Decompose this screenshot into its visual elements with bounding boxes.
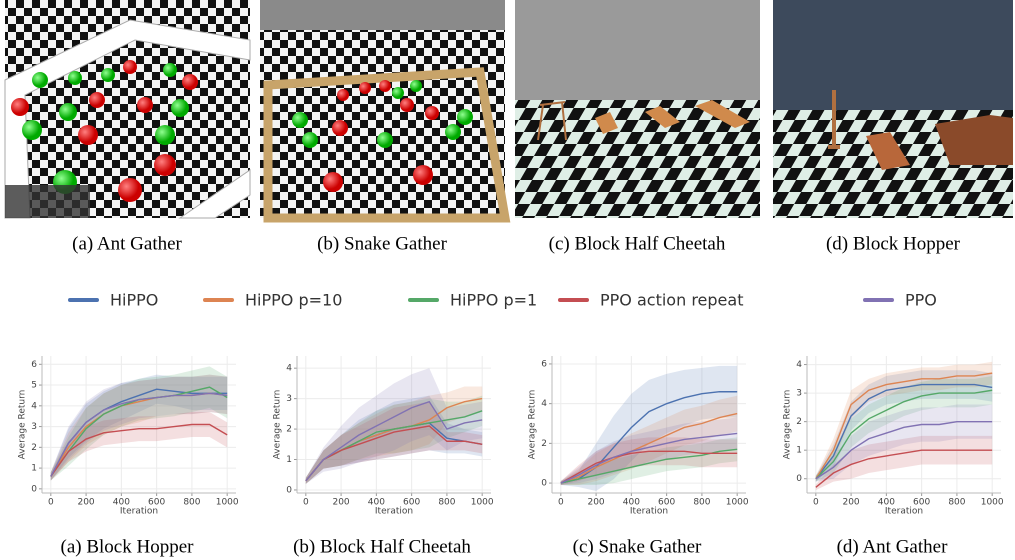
legend-label: PPO action repeat xyxy=(600,291,743,310)
x-tick-label: 0 xyxy=(303,498,309,508)
y-tick-label: 6 xyxy=(541,359,547,369)
x-tick-label: 1000 xyxy=(471,498,494,508)
legend-label: HiPPO xyxy=(110,291,158,310)
y-axis-label: Average Return xyxy=(528,390,538,460)
x-tick-label: 0 xyxy=(558,498,564,508)
x-tick-label: 200 xyxy=(77,498,94,508)
chart-caption: (c) Snake Gather xyxy=(573,536,702,557)
legend-label: HiPPO p=1 xyxy=(450,291,537,310)
y-tick-label: 3 xyxy=(796,389,802,399)
y-tick-label: 2 xyxy=(541,439,547,449)
x-tick-label: 1000 xyxy=(726,498,749,508)
x-axis-label: Iteration xyxy=(885,507,923,517)
y-tick-label: 4 xyxy=(541,399,547,409)
scene-image xyxy=(5,0,250,218)
y-tick-label: 0 xyxy=(31,484,37,494)
scene-image xyxy=(260,0,505,218)
x-tick-label: 200 xyxy=(842,498,859,508)
scene-image xyxy=(773,0,1013,218)
y-axis-label: Average Return xyxy=(783,390,793,460)
legend-label: PPO xyxy=(905,291,937,310)
x-tick-label: 800 xyxy=(183,498,200,508)
y-tick-label: 0 xyxy=(286,485,292,495)
y-axis-label: Average Return xyxy=(273,390,283,460)
y-tick-label: 4 xyxy=(796,360,802,370)
y-tick-label: 5 xyxy=(31,381,37,391)
x-axis-label: Iteration xyxy=(630,507,668,517)
x-tick-label: 1000 xyxy=(216,498,239,508)
x-tick-label: 800 xyxy=(693,498,710,508)
x-axis-label: Iteration xyxy=(120,507,158,517)
x-tick-label: 0 xyxy=(813,498,819,508)
y-tick-label: 0 xyxy=(541,479,547,489)
y-axis-label: Average Return xyxy=(18,390,28,460)
y-tick-label: 4 xyxy=(31,401,37,411)
x-tick-label: 200 xyxy=(332,498,349,508)
legend-label: HiPPO p=10 xyxy=(245,291,342,310)
image-caption: (b) Snake Gather xyxy=(317,233,447,254)
image-caption: (c) Block Half Cheetah xyxy=(549,233,726,254)
x-tick-label: 0 xyxy=(48,498,54,508)
chart-caption: (a) Block Hopper xyxy=(61,536,195,557)
y-tick-label: 1 xyxy=(31,464,37,474)
y-tick-label: 0 xyxy=(796,474,802,484)
y-tick-label: 2 xyxy=(286,425,292,435)
y-tick-label: 3 xyxy=(31,422,37,432)
x-tick-label: 200 xyxy=(587,498,604,508)
y-tick-label: 2 xyxy=(31,443,37,453)
y-tick-label: 6 xyxy=(31,360,37,370)
x-axis-label: Iteration xyxy=(375,507,413,517)
figure: (a) Ant Gather (b) Snake Gather (c) Bloc… xyxy=(0,0,1015,560)
chart-caption: (d) Ant Gather xyxy=(837,536,948,557)
image-caption: (d) Block Hopper xyxy=(826,233,961,254)
scene-image xyxy=(515,0,760,218)
image-caption: (a) Ant Gather xyxy=(72,233,182,254)
y-tick-label: 1 xyxy=(286,455,292,465)
y-tick-label: 2 xyxy=(796,417,802,427)
x-tick-label: 800 xyxy=(438,498,455,508)
x-tick-label: 1000 xyxy=(981,498,1004,508)
y-tick-label: 4 xyxy=(286,364,292,374)
y-tick-label: 1 xyxy=(796,446,802,456)
x-tick-label: 800 xyxy=(948,498,965,508)
chart-caption: (b) Block Half Cheetah xyxy=(293,536,471,557)
y-tick-label: 3 xyxy=(286,394,292,404)
